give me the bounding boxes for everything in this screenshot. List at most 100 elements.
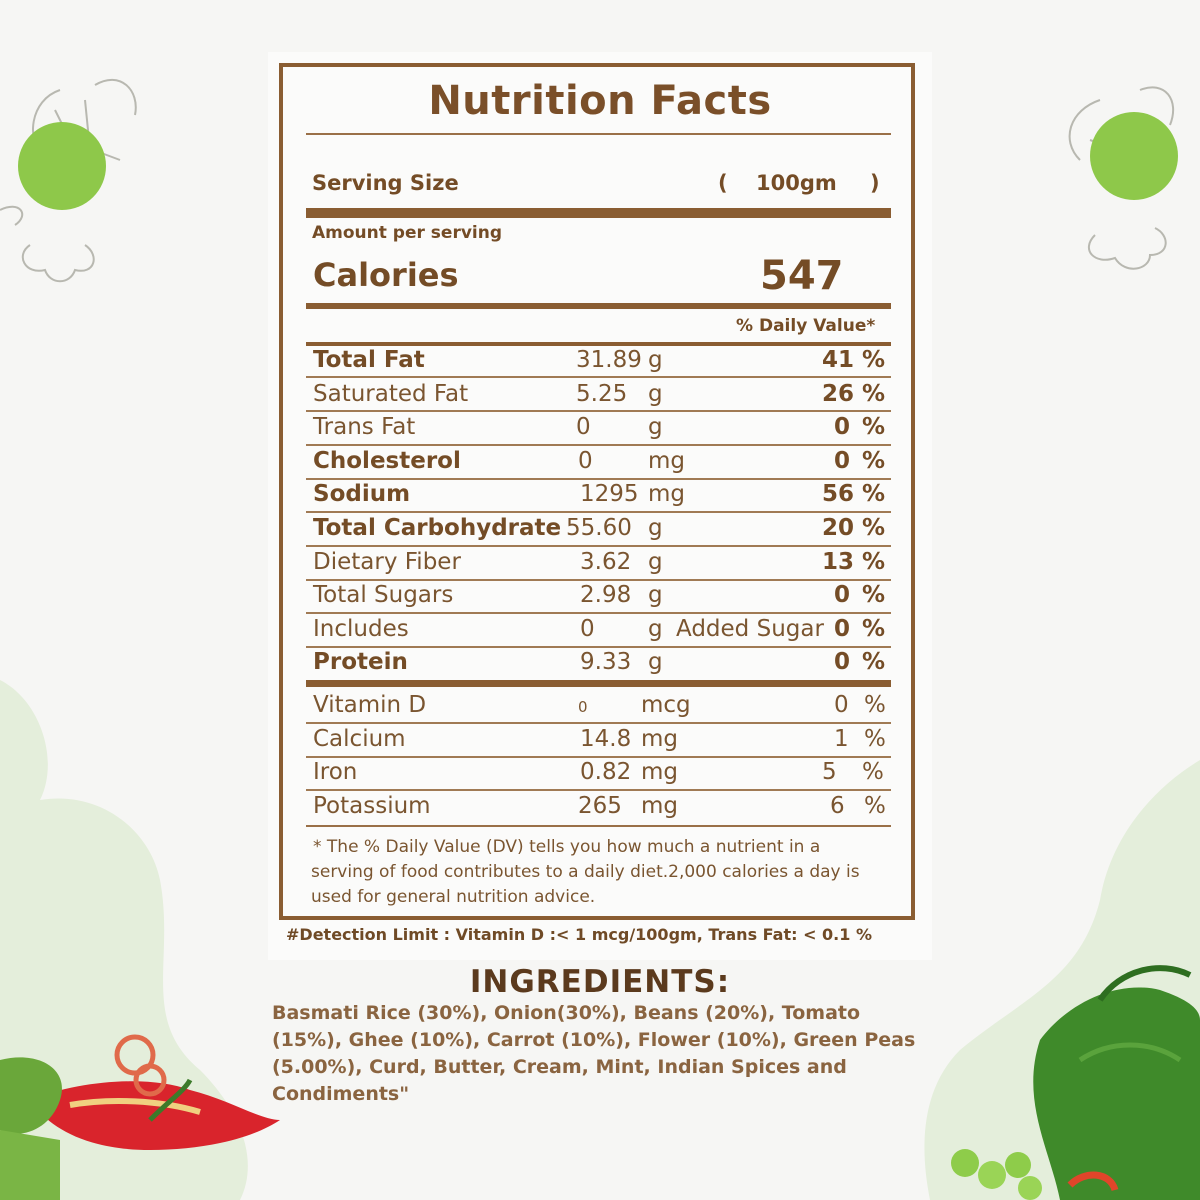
nutrient-name: Total Fat: [313, 347, 425, 373]
vitamin-pct: %: [864, 726, 886, 752]
footnote-divider: [306, 825, 891, 827]
nutrient-pct: %: [862, 649, 886, 675]
chili-pepper-illustration: [0, 1034, 280, 1200]
nutrition-card: [268, 52, 932, 960]
vitamin-amount: 14.8: [580, 726, 632, 752]
nutrient-amount: 2.98: [580, 582, 632, 608]
nutrient-dv: 0: [834, 414, 851, 440]
footnote-line: * The % Daily Value (DV) tells you how m…: [313, 837, 821, 857]
dv-header-bar: [306, 342, 891, 346]
serving-open-paren: (: [718, 171, 728, 195]
nutrition-label-border: [279, 63, 915, 920]
nutrient-unit: g: [648, 515, 663, 541]
nutrient-amount: 55.60: [566, 515, 632, 541]
nutrient-name: Trans Fat: [313, 414, 416, 440]
nutrient-pct: %: [862, 347, 886, 373]
amount-per-serving: Amount per serving: [312, 223, 503, 243]
vitamin-pct: %: [862, 759, 884, 785]
nutrient-extra-label: Added Sugar: [676, 616, 824, 642]
nutrient-amount: 5.25: [576, 381, 628, 407]
nutrient-name: Sodium: [313, 481, 411, 507]
left-green-circle: [18, 122, 106, 210]
vitamin-unit: mg: [641, 759, 679, 785]
nutrient-name: Dietary Fiber: [313, 549, 461, 575]
nutrient-unit: g: [648, 414, 663, 440]
vitamin-dv: 1: [834, 726, 849, 752]
nutrient-dv: 0: [834, 616, 851, 642]
vitamin-dv: 0: [834, 692, 849, 718]
vitamin-amount: 265: [578, 793, 622, 819]
footnote-line: used for general nutrition advice.: [311, 887, 596, 907]
nutrient-pct: %: [862, 381, 886, 407]
calories-bar: [306, 303, 891, 309]
daily-value-header: % Daily Value*: [736, 316, 876, 336]
vitamin-unit: mcg: [641, 692, 691, 718]
nutrient-dv: 20: [822, 515, 855, 541]
vitamin-pct: %: [864, 793, 886, 819]
vitamin-dv: 6: [830, 793, 845, 819]
nutrient-dv: 26: [822, 381, 855, 407]
nutrient-pct: %: [862, 414, 886, 440]
nutrient-amount: 9.33: [580, 649, 632, 675]
vitamin-amount: 0.82: [580, 759, 632, 785]
greens-and-peas-illustration: [951, 965, 1200, 1200]
nutrient-amount: 0: [580, 616, 595, 642]
nutrient-dv: 56: [822, 481, 855, 507]
footnote-line: serving of food contributes to a daily d…: [311, 862, 860, 882]
nutrient-pct: %: [862, 616, 886, 642]
serving-size-label: Serving Size: [312, 171, 459, 195]
nutrient-dv: 0: [834, 649, 851, 675]
nutrient-name: Total Carbohydrate: [313, 515, 562, 541]
nutrient-unit: g: [648, 649, 663, 675]
nutrient-pct: %: [862, 515, 886, 541]
nutrient-dv: 41: [822, 347, 855, 373]
nutrient-amount: 1295: [580, 481, 639, 507]
nutrient-pct: %: [862, 448, 886, 474]
nutrient-amount: 31.89: [576, 347, 642, 373]
calories-value: 547: [760, 253, 844, 299]
vitamin-name: Iron: [313, 759, 358, 785]
nutrient-dv: 0: [834, 582, 851, 608]
right-green-circle: [1090, 112, 1178, 200]
vitamin-unit: mg: [641, 726, 679, 752]
serving-size-value: 100gm: [756, 171, 837, 195]
nutrient-name: Includes: [313, 616, 409, 642]
nutrient-pct: %: [862, 549, 886, 575]
nutrient-pct: %: [862, 481, 886, 507]
nutrition-facts-title: Nutrition Facts: [428, 78, 772, 124]
vitamin-name: Vitamin D: [313, 692, 427, 718]
calories-label: Calories: [313, 256, 459, 294]
nutrient-name: Protein: [313, 649, 408, 675]
vitamin-name: Potassium: [313, 793, 431, 819]
nutrient-unit: g: [648, 616, 663, 642]
nutrient-amount: 3.62: [580, 549, 632, 575]
vitamin-amount: 0: [578, 698, 588, 716]
detection-limit-note: #Detection Limit : Vitamin D :< 1 mcg/10…: [286, 925, 872, 944]
nutrient-unit: g: [648, 347, 663, 373]
serving-close-paren: ): [870, 171, 880, 195]
nutrient-unit: g: [648, 582, 663, 608]
nutrient-amount: 0: [578, 448, 593, 474]
nutrient-unit: g: [648, 381, 663, 407]
vitamin-dv: 5: [822, 759, 837, 785]
vitamin-pct: %: [864, 692, 886, 718]
title-divider: [306, 133, 891, 135]
nutrient-unit: mg: [648, 481, 686, 507]
ingredients-list: Basmati Rice (30%), Onion(30%), Beans (2…: [272, 1002, 916, 1105]
nutrient-unit: mg: [648, 448, 686, 474]
nutrient-amount: 0: [576, 414, 591, 440]
nutrient-dv: 0: [834, 448, 851, 474]
vitamin-name: Calcium: [313, 726, 406, 752]
vitamin-unit: mg: [641, 793, 679, 819]
serving-bar: [306, 208, 891, 218]
nutrient-name: Saturated Fat: [313, 381, 469, 407]
left-green-blob: [0, 680, 248, 1200]
nutrient-name: Cholesterol: [313, 448, 461, 474]
nutrient-name: Total Sugars: [313, 582, 454, 608]
nutrient-unit: g: [648, 549, 663, 575]
nutrient-dv: 13: [822, 549, 855, 575]
nutrient-pct: %: [862, 582, 886, 608]
ingredients-title: INGREDIENTS:: [469, 964, 731, 1000]
vitamins-bar: [306, 680, 891, 687]
